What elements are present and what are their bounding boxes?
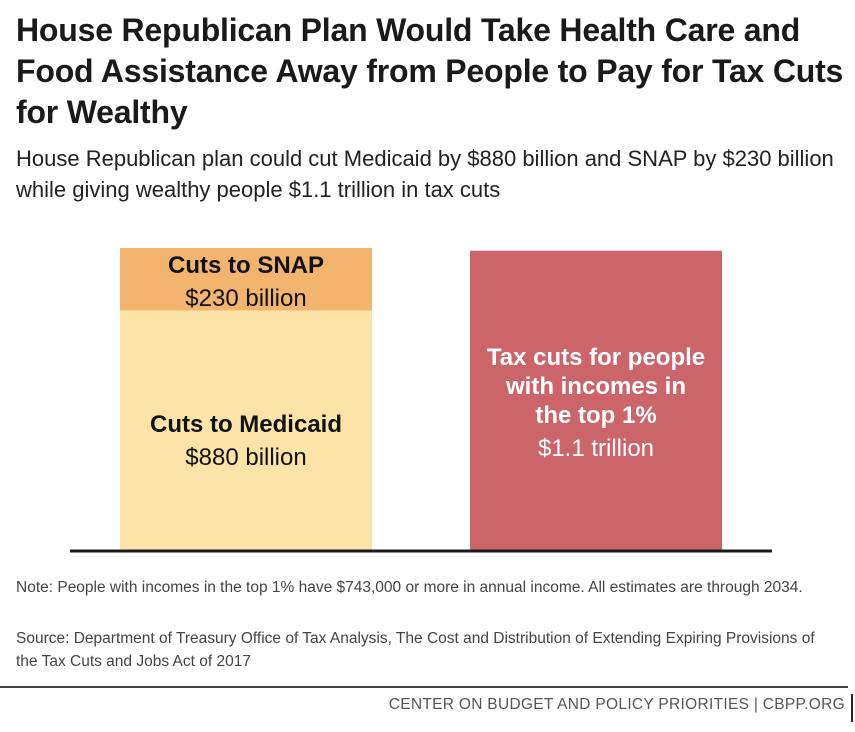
bar-label: with incomes in xyxy=(505,373,686,400)
bar-label: Cuts to SNAP xyxy=(168,252,324,279)
bar-label: the top 1% xyxy=(535,402,656,429)
bar-value-label: $1.1 trillion xyxy=(538,435,654,462)
bar-segment-0-1 xyxy=(120,248,372,311)
chart-title: House Republican Plan Would Take Health … xyxy=(16,12,844,130)
chart-source: Source: Department of Treasury Office of… xyxy=(16,630,815,670)
footer-credit: CENTER ON BUDGET AND POLICY PRIORITIES |… xyxy=(388,696,845,713)
bar-label: Tax cuts for people xyxy=(487,344,705,371)
chart-subtitle: House Republican plan could cut Medicaid… xyxy=(16,146,834,202)
bar-chart: Cuts to Medicaid $880 billion Cuts to SNAP… xyxy=(70,248,772,553)
footer-accent-bar xyxy=(851,694,853,722)
chart-note: Note: People with incomes in the top 1% … xyxy=(16,579,803,596)
bar-label: Cuts to Medicaid xyxy=(150,411,342,438)
footer-divider xyxy=(0,686,848,688)
bar-value-label: $880 billion xyxy=(185,444,306,471)
bar-segment-0-0 xyxy=(120,310,372,550)
bar-value-label: $230 billion xyxy=(185,285,306,312)
bar-segment-1-0 xyxy=(470,250,722,551)
